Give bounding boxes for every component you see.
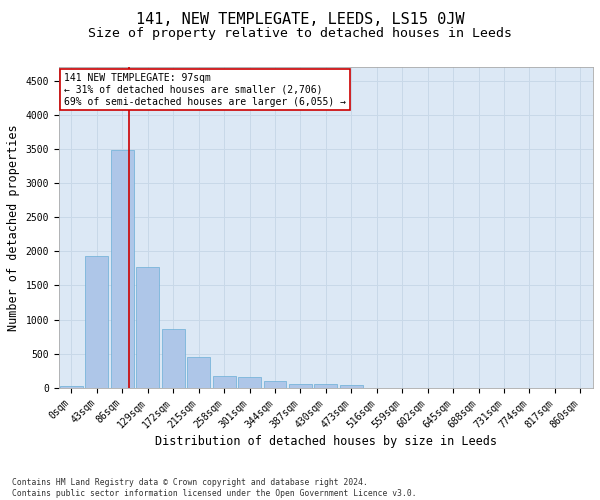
Bar: [238, 376, 261, 388]
Bar: [111, 150, 134, 388]
Bar: [60, 386, 83, 388]
Bar: [263, 382, 286, 388]
Bar: [212, 376, 236, 388]
Bar: [162, 330, 185, 388]
Text: Contains HM Land Registry data © Crown copyright and database right 2024.
Contai: Contains HM Land Registry data © Crown c…: [12, 478, 416, 498]
Text: 141, NEW TEMPLEGATE, LEEDS, LS15 0JW: 141, NEW TEMPLEGATE, LEEDS, LS15 0JW: [136, 12, 464, 28]
Y-axis label: Number of detached properties: Number of detached properties: [7, 124, 20, 330]
Bar: [340, 386, 363, 388]
Text: 141 NEW TEMPLEGATE: 97sqm
← 31% of detached houses are smaller (2,706)
69% of se: 141 NEW TEMPLEGATE: 97sqm ← 31% of detac…: [64, 74, 346, 106]
X-axis label: Distribution of detached houses by size in Leeds: Distribution of detached houses by size …: [155, 435, 497, 448]
Bar: [85, 256, 109, 388]
Bar: [289, 384, 312, 388]
Text: Size of property relative to detached houses in Leeds: Size of property relative to detached ho…: [88, 28, 512, 40]
Bar: [187, 358, 210, 388]
Bar: [314, 384, 337, 388]
Bar: [136, 267, 159, 388]
